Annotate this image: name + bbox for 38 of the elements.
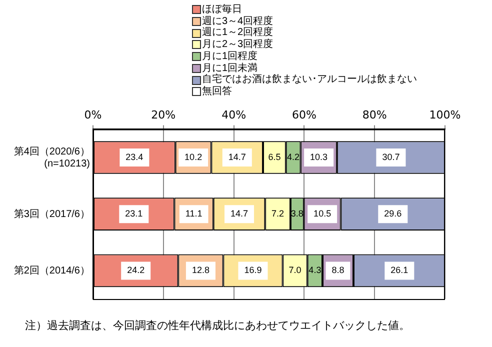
legend-label: 週に1～2回程度	[202, 27, 274, 38]
x-tick-label: 20%	[151, 108, 176, 122]
data-label: 4.3	[308, 265, 322, 276]
legend-label: 月に1回未満	[202, 62, 258, 74]
data-label: 10.3	[310, 152, 328, 162]
legend-label: 無回答	[202, 86, 232, 98]
data-label: 10.2	[184, 152, 202, 162]
legend-label: 月に2～3回程度	[202, 39, 274, 50]
y-tick-label: 第2回（2014/6）	[14, 264, 90, 276]
x-tick-label: 40%	[222, 108, 246, 122]
data-label: 7.0	[288, 265, 302, 276]
data-label: 8.8	[332, 265, 344, 276]
data-label: 12.8	[192, 265, 210, 276]
data-label: 26.1	[390, 265, 408, 276]
data-label: 23.4	[126, 152, 144, 162]
data-label: 14.7	[228, 152, 246, 162]
data-label: 7.2	[272, 208, 284, 219]
data-label: 10.5	[314, 208, 332, 219]
data-label: 23.1	[125, 208, 143, 219]
x-tick-label: 100%	[429, 108, 461, 122]
legend-label: ほぼ毎日	[202, 4, 242, 16]
y-tick-label: 第4回（2020/6） (n=10213)	[14, 145, 90, 170]
data-label: 16.9	[244, 265, 262, 276]
data-label: 11.1	[185, 208, 202, 219]
legend-label: 週に3～4回程度	[202, 16, 274, 27]
data-label: 4.2	[287, 152, 300, 162]
legend-label: 月に1回程度	[202, 50, 258, 62]
data-label: 24.2	[127, 265, 145, 276]
x-tick-label: 0%	[84, 108, 102, 122]
data-label: 29.6	[384, 208, 402, 219]
y-tick-label: 第3回（2017/6）	[14, 208, 90, 220]
text: 注）過去調査は、今回調査の性年代構成比にあわせてウエイトバックした値。	[25, 318, 410, 333]
data-label: 14.7	[230, 208, 248, 219]
x-tick-label: 60%	[292, 108, 316, 122]
x-tick-label: 80%	[362, 108, 387, 122]
data-label: 6.5	[268, 152, 281, 162]
legend-label: 自宅ではお酒は飲まない･アルコールは飲まない	[202, 74, 417, 86]
data-label: 30.7	[382, 152, 400, 162]
